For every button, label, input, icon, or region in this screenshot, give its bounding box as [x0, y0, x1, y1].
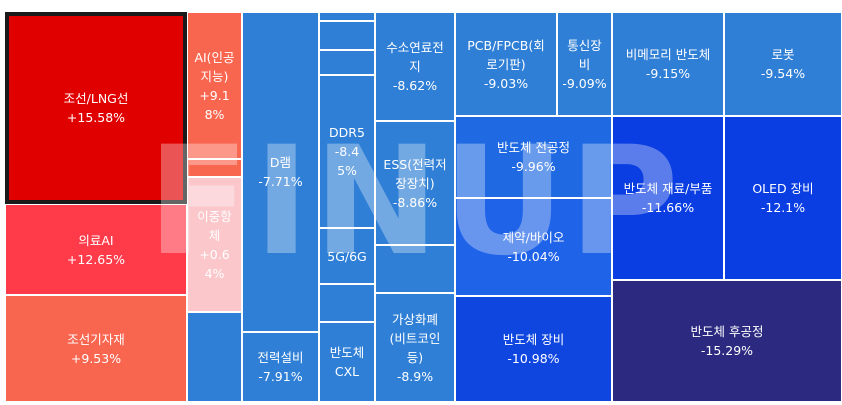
treemap-tile-d-ram[interactable]: D램 -7.71% [242, 12, 319, 332]
treemap-tile-non-memory[interactable]: 비메모리 반도체 -9.15% [612, 12, 724, 116]
treemap-tile-5g-6g[interactable]: 5G/6G [319, 228, 375, 284]
tile-label: 반도체 CXL [329, 345, 365, 379]
treemap-tile-power-equipment[interactable]: 전력설비 -7.91% [242, 332, 319, 402]
tile-label: AI(인공 지능) +9.1 8% [194, 49, 235, 122]
treemap-tile-pharma-bio[interactable]: 제약/바이오 -10.04% [455, 198, 612, 296]
tile-label: 비메모리 반도체 -9.15% [625, 47, 711, 81]
treemap-tile-hydrogen-fuel-cell[interactable]: 수소연료전 지 -8.62% [375, 12, 455, 121]
tile-label: 반도체 장비 -10.98% [502, 332, 565, 366]
tile-label: 통신장 비 -9.09% [562, 37, 607, 91]
tile-label: OLED 장비 -12.1% [752, 181, 814, 215]
tile-label: 조선/LNG선 +15.58% [63, 91, 129, 125]
treemap-tile-telecom-equipment[interactable]: 통신장 비 -9.09% [557, 12, 612, 116]
tile-label: 반도체 재료/부품 -11.66% [623, 181, 713, 215]
tile-label: D램 -7.71% [258, 155, 303, 189]
tile-label: 반도체 후공정 -15.29% [690, 324, 764, 358]
treemap-tile-semi-front-end[interactable]: 반도체 전공정 -9.96% [455, 116, 612, 198]
treemap-tile-shipbuilding-lng[interactable]: 조선/LNG선 +15.58% [5, 12, 187, 204]
tile-label: 반도체 전공정 -9.96% [497, 140, 570, 174]
treemap-tile-semi-back-end[interactable]: 반도체 후공정 -15.29% [612, 280, 842, 402]
tile-label: 의료AI +12.65% [66, 232, 126, 267]
treemap-tile-oled-equipment[interactable]: OLED 장비 -12.1% [724, 116, 842, 280]
tile-label: 가상화폐 (비트코인 등) -8.9% [389, 311, 441, 384]
tile-label: PCB/FPCB(회 로기판) -9.03% [467, 37, 545, 91]
treemap-tile-shipbuilding-equipment[interactable]: 조선기자재 +9.53% [5, 295, 187, 402]
treemap-tile-blank-blue-4[interactable] [319, 284, 375, 322]
tile-label: 전력설비 -7.91% [257, 350, 304, 384]
tile-label: 수소연료전 지 -8.62% [386, 40, 444, 93]
tile-label: ESS(전력저 장장치) -8.86% [383, 156, 447, 210]
treemap-tile-blank-blue-1[interactable] [319, 12, 375, 21]
treemap-tile-blank-blue-3[interactable] [319, 50, 375, 75]
treemap-tile-medical-ai[interactable]: 의료AI +12.65% [5, 204, 187, 295]
treemap-tile-dual-listing[interactable]: 이중항 체 +0.6 4% [187, 177, 242, 312]
tile-label: DDR5 -8.4 5% [329, 125, 365, 178]
treemap-tile-blank-warm-1[interactable] [187, 159, 242, 177]
treemap-tile-crypto[interactable]: 가상화폐 (비트코인 등) -8.9% [375, 293, 455, 402]
treemap-tile-ddr5[interactable]: DDR5 -8.4 5% [319, 75, 375, 228]
tile-label: 로봇 -9.54% [760, 47, 806, 81]
treemap-tile-robot[interactable]: 로봇 -9.54% [724, 12, 842, 116]
treemap-tile-semi-materials-parts[interactable]: 반도체 재료/부품 -11.66% [612, 116, 724, 280]
tile-label: 5G/6G [327, 248, 367, 264]
tile-label: 제약/바이오 -10.04% [502, 230, 565, 264]
treemap-tile-pcb[interactable]: PCB/FPCB(회 로기판) -9.03% [455, 12, 557, 116]
treemap-tile-ess[interactable]: ESS(전력저 장장치) -8.86% [375, 121, 455, 245]
treemap-tile-semi-equipment[interactable]: 반도체 장비 -10.98% [455, 296, 612, 402]
tile-label: 조선기자재 +9.53% [67, 331, 125, 366]
treemap-tile-blank-blue-left[interactable] [187, 312, 242, 402]
treemap-tile-ai-artificial-intelligence[interactable]: AI(인공 지능) +9.1 8% [187, 12, 242, 159]
treemap-tile-semi-cxl[interactable]: 반도체 CXL [319, 322, 375, 402]
tile-label: 이중항 체 +0.6 4% [197, 208, 232, 281]
treemap-tile-blank-blue-5[interactable] [375, 245, 455, 293]
treemap-tile-blank-blue-2[interactable] [319, 21, 375, 50]
